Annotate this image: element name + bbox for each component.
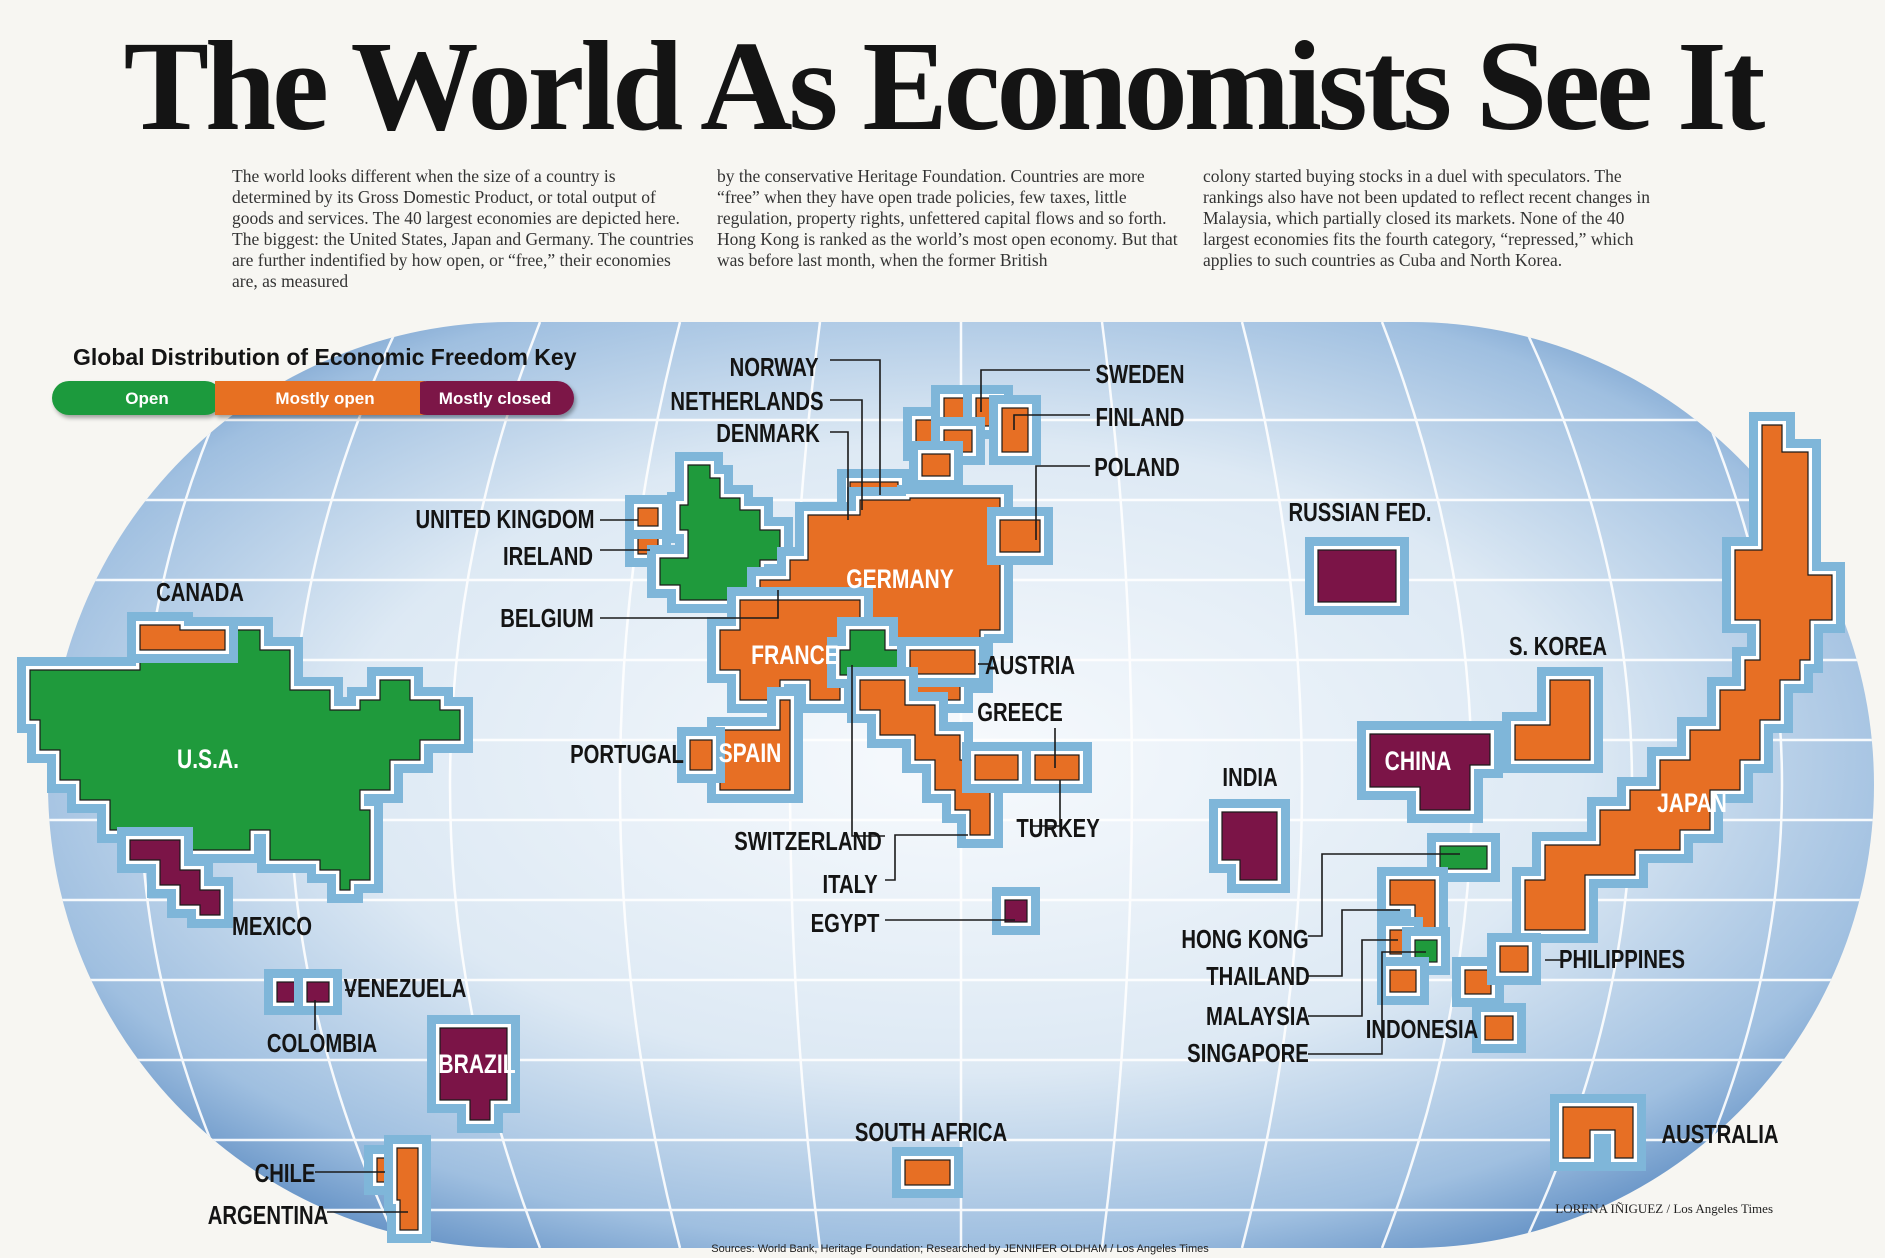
country-indonesia-a[interactable] [1389, 969, 1417, 993]
label-india: INDIA [1222, 763, 1277, 792]
country-brazil[interactable] [439, 1027, 508, 1121]
label-russia: RUSSIAN FED. [1289, 498, 1432, 527]
label-sweden: SWEDEN [1096, 360, 1185, 389]
leader-lines [314, 359, 1565, 1213]
label-switzerland: SWITZERLAND [734, 827, 881, 856]
key-mostly-closed-label: Mostly closed [439, 389, 551, 408]
label-mexico: MEXICO [232, 912, 312, 941]
label-france: FRANCE [751, 641, 839, 671]
key-open-label: Open [125, 389, 168, 408]
key-title: Global Distribution of Economic Freedom … [73, 344, 577, 370]
label-hong-kong: HONG KONG [1181, 925, 1308, 954]
country-philippines[interactable] [1499, 945, 1529, 973]
country-venezuela[interactable] [306, 981, 330, 1003]
label-austria: AUSTRIA [985, 651, 1075, 680]
label-portugal: PORTUGAL [570, 740, 684, 769]
label-italy: ITALY [822, 870, 878, 899]
country-australia[interactable] [1562, 1106, 1634, 1159]
key-swatch-open [52, 381, 222, 415]
country-argentina[interactable] [396, 1147, 419, 1231]
key-swatch-mostly-closed [410, 381, 574, 415]
intro-column-2: by the conservative Heritage Foundation.… [717, 166, 1178, 270]
label-greece: GREECE [977, 698, 1063, 727]
label-colombia: COLOMBIA [267, 1029, 377, 1058]
country-netherlands[interactable] [659, 464, 781, 601]
country-usa[interactable] [29, 629, 461, 891]
label-south-africa: SOUTH AFRICA [855, 1118, 1007, 1147]
label-belgium: BELGIUM [500, 604, 593, 633]
country-indonesia-c[interactable] [1484, 1015, 1514, 1041]
country-poland[interactable] [999, 519, 1041, 553]
country-china[interactable] [1369, 733, 1491, 811]
label-japan: JAPAN [1657, 789, 1727, 819]
country-labels: CANADA MEXICO VENEZUELA COLOMBIA CHILE A… [156, 353, 1779, 1230]
label-denmark: DENMARK [716, 419, 820, 448]
label-thailand: THAILAND [1206, 962, 1310, 991]
label-turkey: TURKEY [1016, 814, 1100, 843]
map-title: The World As Economists See It [123, 15, 1766, 157]
country-hong-kong[interactable] [1439, 845, 1488, 870]
country-mexico[interactable] [129, 839, 221, 916]
country-japan[interactable] [1524, 424, 1833, 931]
label-netherlands: NETHERLANDS [670, 387, 823, 416]
intro-column-3: colony started buying stocks in a duel w… [1203, 166, 1651, 270]
sources-line: Sources: World Bank, Heritage Foundation… [711, 1243, 1209, 1255]
freedom-key: Global Distribution of Economic Freedom … [52, 344, 577, 415]
key-mostly-open-label: Mostly open [275, 389, 374, 408]
country-austria[interactable] [909, 649, 976, 675]
credit-line: LORENA IÑIGUEZ / Los Angeles Times [1555, 1201, 1773, 1216]
label-usa: U.S.A. [177, 745, 239, 775]
label-finland: FINLAND [1096, 403, 1185, 432]
label-venezuela: VENEZUELA [344, 974, 467, 1003]
country-italy[interactable] [859, 679, 991, 836]
country-ireland-south[interactable] [637, 507, 659, 527]
label-chile: CHILE [255, 1159, 316, 1188]
country-turkey[interactable] [1034, 754, 1080, 781]
label-poland: POLAND [1094, 453, 1180, 482]
label-brazil: BRAZIL [438, 1050, 515, 1080]
country-canada[interactable] [139, 624, 226, 651]
label-germany: GERMANY [846, 565, 954, 595]
country-greece[interactable] [974, 754, 1019, 781]
country-south-africa[interactable] [904, 1159, 951, 1186]
country-s-korea[interactable] [1514, 679, 1591, 761]
label-malaysia: MALAYSIA [1206, 1002, 1310, 1031]
country-inner-labels: U.S.A. GERMANY FRANCE SPAIN BRAZIL CHINA… [177, 565, 1727, 1080]
label-indonesia: INDONESIA [1366, 1015, 1479, 1044]
label-singapore: SINGAPORE [1187, 1039, 1309, 1068]
label-s-korea: S. KOREA [1509, 632, 1607, 661]
country-sweden-e[interactable] [921, 453, 951, 477]
label-philippines: PHILIPPINES [1559, 945, 1685, 974]
intro-column-1: The world looks different when the size … [232, 166, 694, 291]
label-egypt: EGYPT [811, 909, 880, 938]
country-india[interactable] [1221, 811, 1278, 881]
country-spain[interactable] [719, 699, 791, 791]
country-egypt[interactable] [1004, 899, 1028, 923]
label-ireland: IRELAND [503, 542, 593, 571]
key-swatch-mostly-open-join [215, 381, 420, 415]
country-portugal[interactable] [689, 739, 713, 771]
label-china: CHINA [1385, 747, 1452, 777]
label-united-kingdom: UNITED KINGDOM [416, 505, 595, 534]
label-canada: CANADA [156, 578, 244, 607]
country-russia[interactable] [1317, 549, 1397, 603]
label-argentina: ARGENTINA [208, 1201, 329, 1230]
label-spain: SPAIN [719, 739, 782, 769]
label-australia: AUSTRALIA [1661, 1120, 1778, 1149]
label-norway: NORWAY [730, 353, 819, 382]
